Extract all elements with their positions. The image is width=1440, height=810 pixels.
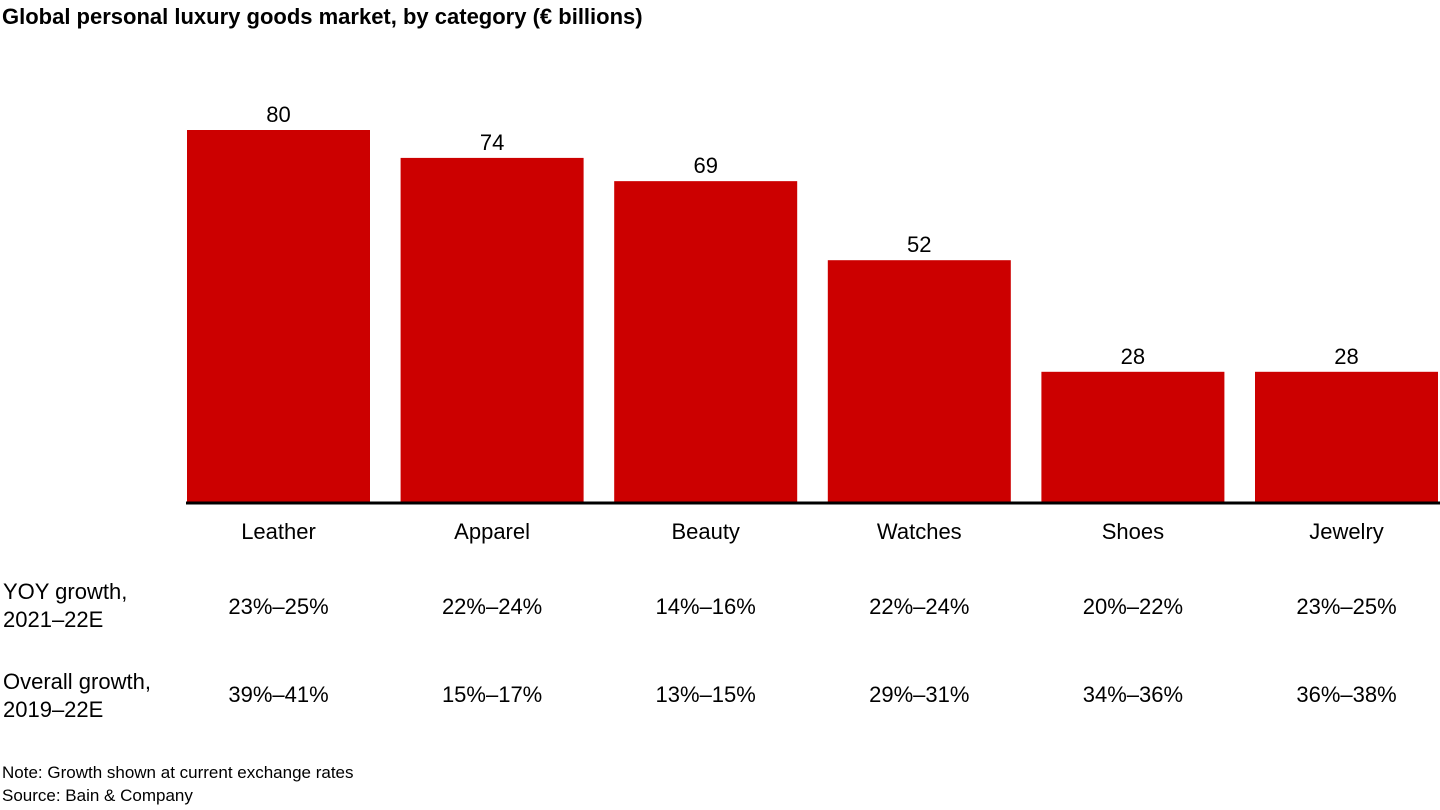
bar-apparel xyxy=(400,157,584,502)
overall-growth-shoes: 34%–36% xyxy=(1083,682,1183,707)
value-label-shoes: 28 xyxy=(1121,344,1145,369)
value-label-watches: 52 xyxy=(907,232,931,257)
yoy-growth-label-line-1: YOY growth, xyxy=(3,579,128,604)
yoy-growth-beauty: 14%–16% xyxy=(656,594,756,619)
category-label-shoes: Shoes xyxy=(1102,519,1164,544)
overall-growth-label-line-2: 2019–22E xyxy=(3,697,104,722)
value-label-leather: 80 xyxy=(266,102,290,127)
bar-leather xyxy=(187,130,370,502)
bars-group xyxy=(187,130,1438,502)
bar-jewelry xyxy=(1255,371,1438,502)
bar-watches xyxy=(827,260,1011,502)
overall-growth-beauty: 13%–15% xyxy=(656,682,756,707)
category-label-apparel: Apparel xyxy=(454,519,530,544)
yoy-growth-row-label: YOY growth, 2021–22E xyxy=(3,578,127,634)
yoy-growth-jewelry: 23%–25% xyxy=(1296,594,1396,619)
category-label-watches: Watches xyxy=(877,519,962,544)
overall-growth-label-line-1: Overall growth, xyxy=(3,669,151,694)
value-label-jewelry: 28 xyxy=(1334,344,1358,369)
footnote-note: Note: Growth shown at current exchange r… xyxy=(2,763,354,782)
yoy-growth-apparel: 22%–24% xyxy=(442,594,542,619)
growth-table-values: 23%–25% 39%–41% 22%–24% 15%–17% 14%–16% 13%–1… xyxy=(228,594,1396,707)
value-label-apparel: 74 xyxy=(480,130,504,155)
overall-growth-row-label: Overall growth, 2019–22E xyxy=(3,668,151,724)
overall-growth-watches: 29%–31% xyxy=(869,682,969,707)
bar-shoes xyxy=(1041,371,1225,502)
value-labels-group: 80 74 69 52 28 28 xyxy=(266,102,1358,369)
yoy-growth-leather: 23%–25% xyxy=(228,594,328,619)
overall-growth-leather: 39%–41% xyxy=(228,682,328,707)
overall-growth-jewelry: 36%–38% xyxy=(1296,682,1396,707)
bar-beauty xyxy=(614,181,798,502)
category-label-jewelry: Jewelry xyxy=(1309,519,1384,544)
category-labels-group: Leather Apparel Beauty Watches Shoes Jewelry xyxy=(241,519,1384,544)
category-label-leather: Leather xyxy=(241,519,316,544)
yoy-growth-watches: 22%–24% xyxy=(869,594,969,619)
chart-title: Global personal luxury goods market, by … xyxy=(2,4,643,29)
footnote-source: Source: Bain & Company xyxy=(2,786,193,805)
yoy-growth-shoes: 20%–22% xyxy=(1083,594,1183,619)
overall-growth-apparel: 15%–17% xyxy=(442,682,542,707)
category-label-beauty: Beauty xyxy=(671,519,740,544)
value-label-beauty: 69 xyxy=(693,153,717,178)
yoy-growth-label-line-2: 2021–22E xyxy=(3,607,104,632)
